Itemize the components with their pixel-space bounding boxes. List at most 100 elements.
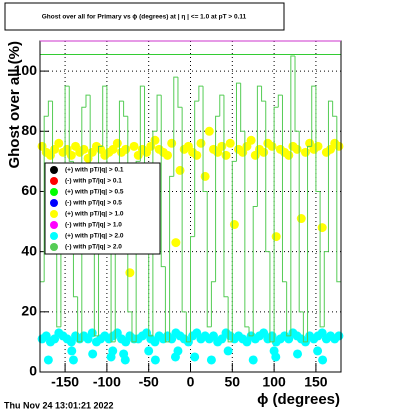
histogram-bin <box>135 160 141 342</box>
histogram-bin <box>273 106 279 342</box>
histogram-bin <box>194 100 199 237</box>
data-point <box>300 147 310 157</box>
x-tick-label: -150 <box>51 374 79 390</box>
histogram-bin <box>256 85 262 207</box>
data-point <box>217 141 227 151</box>
legend-marker <box>50 166 58 174</box>
legend-label: (-) with pT/|q| > 0.1 <box>65 178 122 185</box>
legend-label: (+) with pT/|q| > 0.1 <box>65 167 124 174</box>
data-point <box>66 150 76 160</box>
histogram-bin <box>302 311 308 343</box>
legend-label: (-) with pT/|q| > 2.0 <box>65 244 122 251</box>
histogram-bin <box>173 76 178 177</box>
histogram-bin <box>252 206 258 336</box>
data-point <box>313 141 323 151</box>
data-point <box>175 165 185 175</box>
histogram-bin <box>131 311 137 343</box>
histogram-bin <box>277 94 283 108</box>
x-tick-label: 150 <box>304 374 328 390</box>
histogram-bin <box>290 55 296 336</box>
histogram-bin <box>93 221 99 337</box>
data-point <box>284 150 294 160</box>
histogram-bin <box>332 101 337 117</box>
histogram-bin <box>118 100 124 192</box>
histogram-bin <box>139 85 145 162</box>
x-axis-label: ϕ (degrees) <box>257 391 340 408</box>
histogram-bin <box>206 191 212 328</box>
histogram-bin <box>219 94 224 117</box>
histogram-bin <box>47 100 53 117</box>
data-point <box>67 346 77 356</box>
data-point <box>54 138 64 148</box>
data-point <box>79 144 89 154</box>
legend-marker <box>50 232 58 240</box>
histogram-bin <box>265 101 270 253</box>
histogram-bin <box>319 191 325 328</box>
legend-marker <box>50 188 58 196</box>
histogram-bin <box>261 86 266 102</box>
y-tick-label: 20 <box>21 303 37 319</box>
histogram-bin <box>231 160 237 342</box>
legend-marker <box>50 243 58 251</box>
histogram-bin <box>315 86 321 192</box>
data-point <box>313 346 323 356</box>
histogram-bin <box>281 95 287 283</box>
histogram-bin <box>169 175 174 342</box>
histogram-bin <box>77 296 82 343</box>
histogram-bin <box>123 101 128 117</box>
data-point <box>144 346 154 356</box>
histogram-bin <box>190 236 195 342</box>
data-point <box>334 331 344 341</box>
histogram-bin <box>198 85 204 102</box>
y-axis-label: Ghost over all (%) <box>6 41 23 169</box>
y-tick-label: 80 <box>21 122 37 138</box>
histogram-bin <box>110 251 116 343</box>
histogram-bin <box>327 100 333 252</box>
histogram-bin <box>223 95 229 298</box>
data-point <box>246 135 256 145</box>
histogram-bin <box>156 94 162 132</box>
legend-box <box>44 162 161 255</box>
histogram-bin <box>240 83 245 132</box>
data-point <box>271 232 281 242</box>
y-tick-label: 60 <box>21 182 37 198</box>
data-point <box>259 147 269 157</box>
legend-label: (+) with pT/|q| > 2.0 <box>65 233 124 240</box>
data-point <box>318 355 328 365</box>
data-point <box>190 352 200 362</box>
histogram-bin <box>336 116 341 283</box>
histogram-bin <box>286 281 291 337</box>
data-point <box>223 346 233 356</box>
histogram-bin <box>43 115 49 282</box>
data-point <box>200 171 210 181</box>
histogram-bin <box>215 115 220 282</box>
title-box <box>4 2 285 31</box>
histogram-bin <box>210 281 216 327</box>
footer: Thu Nov 24 13:01:21 2022 <box>4 400 114 410</box>
data-point <box>120 355 130 365</box>
histogram-bin <box>85 94 91 108</box>
chart-title: Ghost over all for Primary vs ϕ (degrees… <box>42 14 247 21</box>
data-point <box>108 346 118 356</box>
data-point <box>206 355 216 365</box>
data-point <box>167 138 177 148</box>
data-point <box>317 223 327 233</box>
histogram-bin <box>56 236 61 328</box>
histogram-bin <box>181 107 187 313</box>
data-point <box>334 141 344 151</box>
legend-label: (+) with pT/|q| > 1.0 <box>65 211 124 218</box>
data-point <box>112 138 122 148</box>
data-point <box>68 355 78 365</box>
histogram-bin <box>102 85 107 147</box>
histogram-bin <box>164 266 170 343</box>
histogram-bin <box>64 85 70 192</box>
data-point <box>173 346 183 356</box>
data-point <box>88 349 98 359</box>
data-point <box>292 144 302 154</box>
data-point <box>296 214 306 224</box>
y-tick-label: 0 <box>29 363 37 379</box>
data-point <box>171 238 181 248</box>
histogram-bin <box>152 130 158 336</box>
histogram-bin <box>298 131 304 313</box>
histogram-bin <box>269 251 275 343</box>
